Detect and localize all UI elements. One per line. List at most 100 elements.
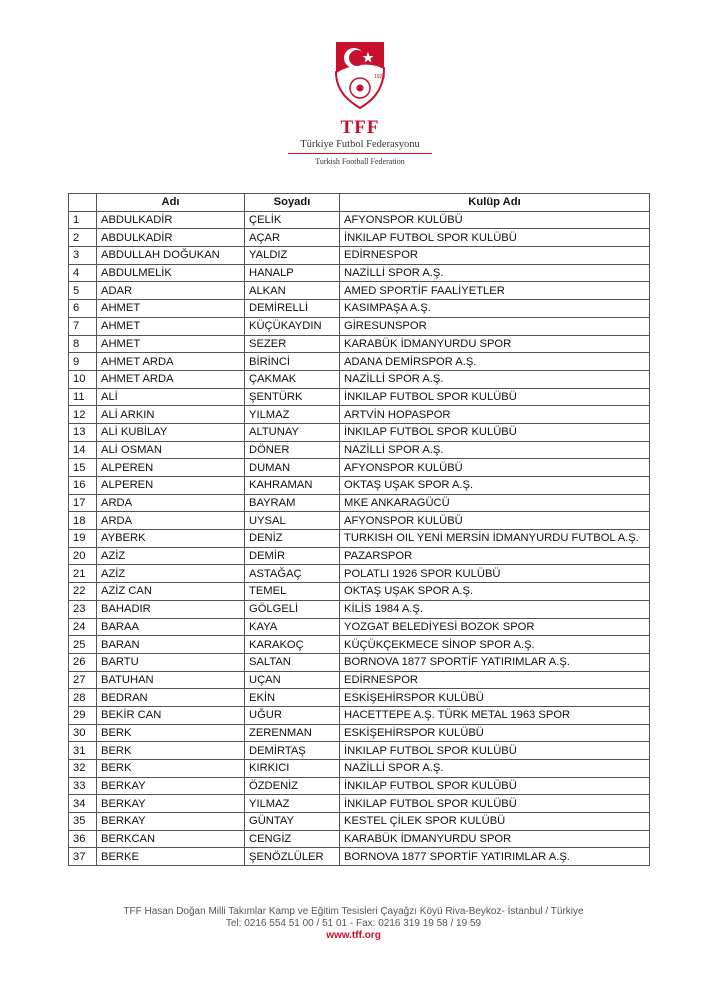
table-row: 22 AZİZ CAN TEMEL OKTAŞ UŞAK SPOR A.Ş. — [68, 582, 650, 601]
row-number: 21 — [68, 564, 97, 584]
row-number: 6 — [68, 299, 97, 318]
row-number: 30 — [68, 723, 97, 743]
surname: GÖLGELİ — [244, 599, 340, 619]
first-name: ABDULMELİK — [96, 263, 245, 283]
club-name: OKTAŞ UŞAK SPOR A.Ş. — [339, 582, 650, 601]
club-name: İNKILAP FUTBOL SPOR KULÜBÜ — [339, 387, 650, 407]
club-name: POLATLI 1926 SPOR KULÜBÜ — [339, 564, 650, 584]
club-name: YOZGAT BELEDİYESİ BOZOK SPOR — [339, 617, 650, 637]
table-row: 33 BERKAY ÖZDENİZ İNKILAP FUTBOL SPOR KULÜB… — [68, 776, 650, 796]
first-name: ABDULLAH DOĞUKAN — [96, 246, 245, 265]
row-number: 37 — [68, 847, 97, 867]
club-name: KARABÜK İDMANYURDU SPOR — [339, 334, 650, 354]
table-row: 30 BERK ZERENMAN ESKİŞEHİRSPOR KULÜBÜ — [68, 723, 650, 743]
row-number: 26 — [68, 652, 97, 672]
surname: GÜNTAY — [244, 812, 340, 831]
club-name: HACETTEPE A.Ş. TÜRK METAL 1963 SPOR — [339, 705, 650, 725]
col-header-name: Adı — [96, 193, 245, 212]
row-number: 4 — [68, 263, 97, 283]
first-name: ADAR — [96, 281, 245, 301]
table-row: 31 BERK DEMİRTAŞ İNKILAP FUTBOL SPOR KULÜBÜ — [68, 741, 650, 760]
table-row: 4 ABDULMELİK HANALP NAZİLLİ SPOR A.Ş. — [68, 263, 650, 283]
first-name: ALİ OSMAN — [96, 440, 245, 460]
surname: EKİN — [244, 688, 340, 707]
col-header-surname: Soyadı — [244, 193, 340, 212]
table-header-row: Adı Soyadı Kulüp Adı — [68, 193, 650, 212]
first-name: BERK — [96, 723, 245, 743]
row-number: 19 — [68, 529, 97, 548]
surname: ŞENÖZLÜLER — [244, 847, 340, 867]
first-name: BEDRAN — [96, 688, 245, 707]
logo-abbr: TFF — [340, 117, 380, 138]
table-row: 26 BARTU SALTAN BORNOVA 1877 SPORTİF YATIRI… — [68, 652, 650, 672]
first-name: ABDULKADİR — [96, 228, 245, 248]
club-name: KASIMPAŞA A.Ş. — [339, 299, 650, 318]
first-name: BERK — [96, 741, 245, 760]
tff-logo: 1923 TFF Türkiye Futbol Federasyonu Turk… — [288, 38, 432, 166]
surname: TEMEL — [244, 582, 340, 601]
table-row: 5 ADAR ALKAN AMED SPORTİF FAALİYETLER — [68, 281, 650, 301]
first-name: AHMET ARDA — [96, 369, 245, 389]
surname: YALDIZ — [244, 246, 340, 265]
surname: DEMİRTAŞ — [244, 741, 340, 760]
surname: YILMAZ — [244, 405, 340, 424]
surname: ÇELİK — [244, 210, 340, 230]
first-name: AHMET — [96, 334, 245, 354]
club-name: ARTVİN HOPASPOR — [339, 405, 650, 424]
surname: DENİZ — [244, 529, 340, 548]
table-row: 19 AYBERK DENİZ TURKISH OIL YENİ MERSİN İDM… — [68, 529, 650, 548]
col-header-club: Kulüp Adı — [339, 193, 650, 212]
first-name: BEKİR CAN — [96, 705, 245, 725]
club-name: AFYONSPOR KULÜBÜ — [339, 210, 650, 230]
first-name: ABDULKADİR — [96, 210, 245, 230]
row-number: 29 — [68, 705, 97, 725]
club-name: KÜÇÜKÇEKMECE SİNOP SPOR A.Ş. — [339, 635, 650, 654]
first-name: BATUHAN — [96, 670, 245, 690]
club-name: NAZİLLİ SPOR A.Ş. — [339, 440, 650, 460]
first-name: BERKE — [96, 847, 245, 867]
club-name: PAZARSPOR — [339, 546, 650, 566]
surname: ÇAKMAK — [244, 369, 340, 389]
first-name: BARTU — [96, 652, 245, 672]
first-name: ALİ KUBİLAY — [96, 422, 245, 442]
club-name: ESKİŞEHİRSPOR KULÜBÜ — [339, 688, 650, 707]
club-name: AMED SPORTİF FAALİYETLER — [339, 281, 650, 301]
footer-address: TFF Hasan Doğan Milli Takımlar Kamp ve E… — [123, 906, 584, 917]
row-number: 7 — [68, 316, 97, 336]
table-row: 3 ABDULLAH DOĞUKAN YALDIZ EDİRNESPOR — [68, 246, 650, 265]
table-row: 7 AHMET KÜÇÜKAYDIN GİRESUNSPOR — [68, 316, 650, 336]
table-row: 35 BERKAY GÜNTAY KESTEL ÇİLEK SPOR KULÜBÜ — [68, 812, 650, 831]
surname: DEMİRELLİ — [244, 299, 340, 318]
club-name: İNKILAP FUTBOL SPOR KULÜBÜ — [339, 741, 650, 760]
row-number: 33 — [68, 776, 97, 796]
surname: ŞENTÜRK — [244, 387, 340, 407]
footer-website-link[interactable]: www.tff.org — [326, 930, 381, 941]
first-name: AZİZ — [96, 546, 245, 566]
row-number: 22 — [68, 582, 97, 601]
row-number: 12 — [68, 405, 97, 424]
table-row: 12 ALİ ARKIN YILMAZ ARTVİN HOPASPOR — [68, 405, 650, 424]
row-number: 32 — [68, 759, 97, 778]
row-number: 2 — [68, 228, 97, 248]
first-name: ARDA — [96, 511, 245, 531]
surname: DEMİR — [244, 546, 340, 566]
table-row: 13 ALİ KUBİLAY ALTUNAY İNKILAP FUTBOL SPOR … — [68, 422, 650, 442]
club-name: KARABÜK İDMANYURDU SPOR — [339, 829, 650, 849]
first-name: AHMET — [96, 316, 245, 336]
club-name: KİLİS 1984 A.Ş. — [339, 599, 650, 619]
table-row: 25 BARAN KARAKOÇ KÜÇÜKÇEKMECE SİNOP SPOR A.… — [68, 635, 650, 654]
first-name: BERKAY — [96, 812, 245, 831]
surname: ZERENMAN — [244, 723, 340, 743]
row-number: 14 — [68, 440, 97, 460]
table-row: 34 BERKAY YILMAZ İNKILAP FUTBOL SPOR KULÜBÜ — [68, 794, 650, 814]
table-row: 9 AHMET ARDA BİRİNCİ ADANA DEMİRSPOR A.Ş. — [68, 352, 650, 371]
table-row: 36 BERKCAN CENGİZ KARABÜK İDMANYURDU SPOR — [68, 829, 650, 849]
table-row: 16 ALPEREN KAHRAMAN OKTAŞ UŞAK SPOR A.Ş. — [68, 476, 650, 495]
surname: HANALP — [244, 263, 340, 283]
club-name: MKE ANKARAGÜCÜ — [339, 493, 650, 513]
row-number: 23 — [68, 599, 97, 619]
table-row: 32 BERK KIRKICI NAZİLLİ SPOR A.Ş. — [68, 759, 650, 778]
row-number: 16 — [68, 476, 97, 495]
table-row: 15 ALPEREN DUMAN AFYONSPOR KULÜBÜ — [68, 458, 650, 477]
surname: KAHRAMAN — [244, 476, 340, 495]
